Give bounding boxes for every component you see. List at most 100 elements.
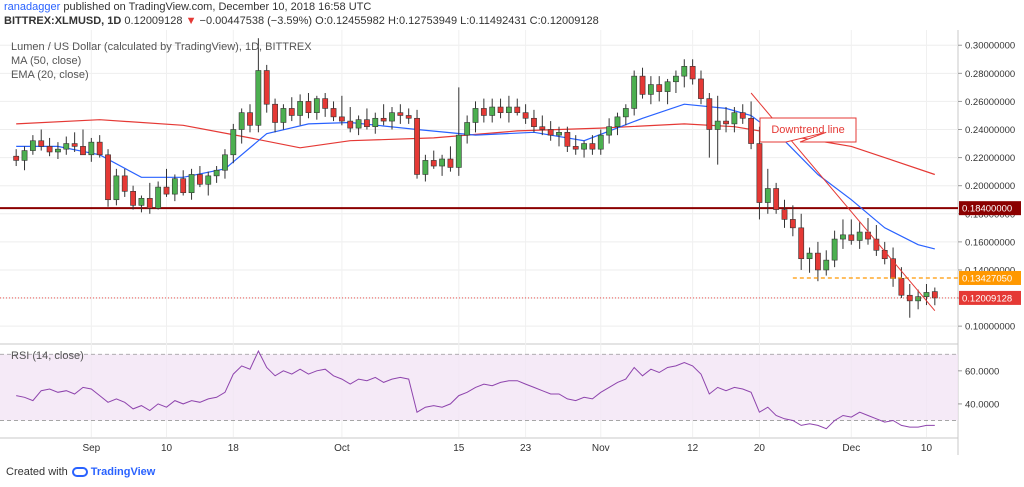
candle-body[interactable] (263, 70, 270, 105)
candle-body[interactable] (464, 122, 471, 136)
candle-body[interactable] (105, 154, 111, 201)
candle-body[interactable] (689, 66, 696, 80)
candle-body[interactable] (96, 141, 103, 156)
candle-body[interactable] (330, 108, 337, 118)
candle-body[interactable] (773, 188, 780, 210)
candle-body[interactable] (364, 119, 370, 127)
candle-body[interactable] (38, 140, 45, 147)
candle-body[interactable] (698, 78, 704, 99)
ema-legend[interactable]: EMA (20, close) (11, 69, 89, 81)
candle-body[interactable] (288, 108, 295, 116)
candle-body[interactable] (313, 98, 320, 113)
candle-body[interactable] (589, 143, 596, 150)
candle-body[interactable] (197, 174, 203, 185)
candle-body[interactable] (188, 174, 195, 194)
candle-body[interactable] (280, 108, 287, 123)
candle-body[interactable] (380, 117, 387, 122)
candle-body[interactable] (447, 158, 454, 168)
candle-body[interactable] (547, 129, 554, 136)
candle-body[interactable] (88, 141, 95, 156)
candle-body[interactable] (923, 292, 930, 297)
candle-body[interactable] (506, 106, 512, 113)
candle-body[interactable] (656, 84, 663, 92)
candle-body[interactable] (480, 108, 487, 116)
candle-body[interactable] (322, 98, 329, 109)
rsi-legend[interactable]: RSI (14, close) (11, 350, 84, 362)
candle-body[interactable] (213, 169, 220, 177)
candle-body[interactable] (572, 146, 579, 150)
candle-body[interactable] (840, 234, 846, 240)
downtrend-callout-box[interactable] (759, 117, 857, 143)
candle-body[interactable] (238, 112, 245, 130)
candle-body[interactable] (338, 116, 345, 122)
candle-body[interactable] (597, 134, 604, 150)
rsi-line[interactable] (16, 349, 935, 430)
candle-body[interactable] (798, 227, 805, 260)
candle-body[interactable] (55, 148, 61, 153)
candle-body[interactable] (430, 160, 437, 167)
candle-body[interactable] (806, 252, 813, 260)
candle-body[interactable] (372, 117, 379, 128)
candle-body[interactable] (664, 81, 671, 92)
candle-body[interactable] (848, 234, 855, 241)
candle-body[interactable] (739, 112, 746, 119)
candle-body[interactable] (272, 103, 278, 123)
candle-body[interactable] (63, 143, 70, 150)
candle-body[interactable] (514, 106, 521, 113)
candle-body[interactable] (915, 296, 922, 302)
candle-body[interactable] (130, 191, 136, 206)
candle-body[interactable] (723, 120, 729, 125)
candle-body[interactable] (389, 112, 395, 122)
candle-body[interactable] (622, 108, 629, 118)
candle-body[interactable] (714, 120, 721, 130)
candle-body[interactable] (247, 112, 253, 126)
candle-body[interactable] (823, 259, 830, 271)
candle-body[interactable] (681, 66, 688, 77)
candle-body[interactable] (497, 106, 504, 113)
candle-body[interactable] (422, 160, 429, 175)
candle-body[interactable] (171, 178, 178, 195)
candle-body[interactable] (222, 154, 228, 171)
candle-body[interactable] (831, 238, 838, 261)
candle-body[interactable] (80, 146, 86, 156)
candle-body[interactable] (639, 75, 646, 95)
candle-body[interactable] (146, 198, 153, 209)
candle-body[interactable] (163, 186, 170, 195)
candle-body[interactable] (748, 117, 754, 144)
candle-body[interactable] (138, 198, 145, 206)
candle-body[interactable] (756, 143, 763, 203)
ma-legend[interactable]: MA (50, close) (11, 55, 82, 67)
price-chart[interactable]: 0.100000000.120000000.140000000.16000000… (0, 30, 1024, 466)
candle-body[interactable] (764, 188, 771, 203)
candle-body[interactable] (898, 278, 905, 296)
candle-body[interactable] (564, 132, 571, 147)
candle-body[interactable] (472, 108, 479, 123)
candle-body[interactable] (522, 112, 529, 119)
candle-body[interactable] (121, 175, 128, 192)
candle-body[interactable] (539, 126, 546, 130)
candle-body[interactable] (180, 178, 187, 194)
candle-body[interactable] (455, 134, 462, 168)
candle-body[interactable] (29, 140, 36, 151)
author-link[interactable]: ranadagger (4, 1, 61, 13)
candle-body[interactable] (781, 209, 788, 220)
candle-body[interactable] (297, 101, 304, 116)
candle-body[interactable] (606, 126, 613, 136)
candle-body[interactable] (856, 231, 863, 241)
candle-body[interactable] (531, 117, 537, 128)
candle-body[interactable] (489, 106, 496, 116)
candle-body[interactable] (647, 84, 654, 95)
tradingview-logo[interactable]: TradingView (71, 466, 155, 478)
candle-body[interactable] (230, 129, 237, 156)
ma50-line[interactable] (16, 119, 935, 176)
candle-body[interactable] (815, 252, 821, 271)
candle-body[interactable] (13, 155, 20, 161)
candle-body[interactable] (21, 150, 28, 161)
candle-body[interactable] (556, 132, 562, 136)
candle-body[interactable] (631, 75, 638, 109)
candle-body[interactable] (414, 117, 420, 175)
candle-body[interactable] (673, 75, 679, 83)
candle-body[interactable] (397, 112, 404, 116)
candle-body[interactable] (46, 146, 53, 153)
candle-body[interactable] (205, 175, 212, 185)
